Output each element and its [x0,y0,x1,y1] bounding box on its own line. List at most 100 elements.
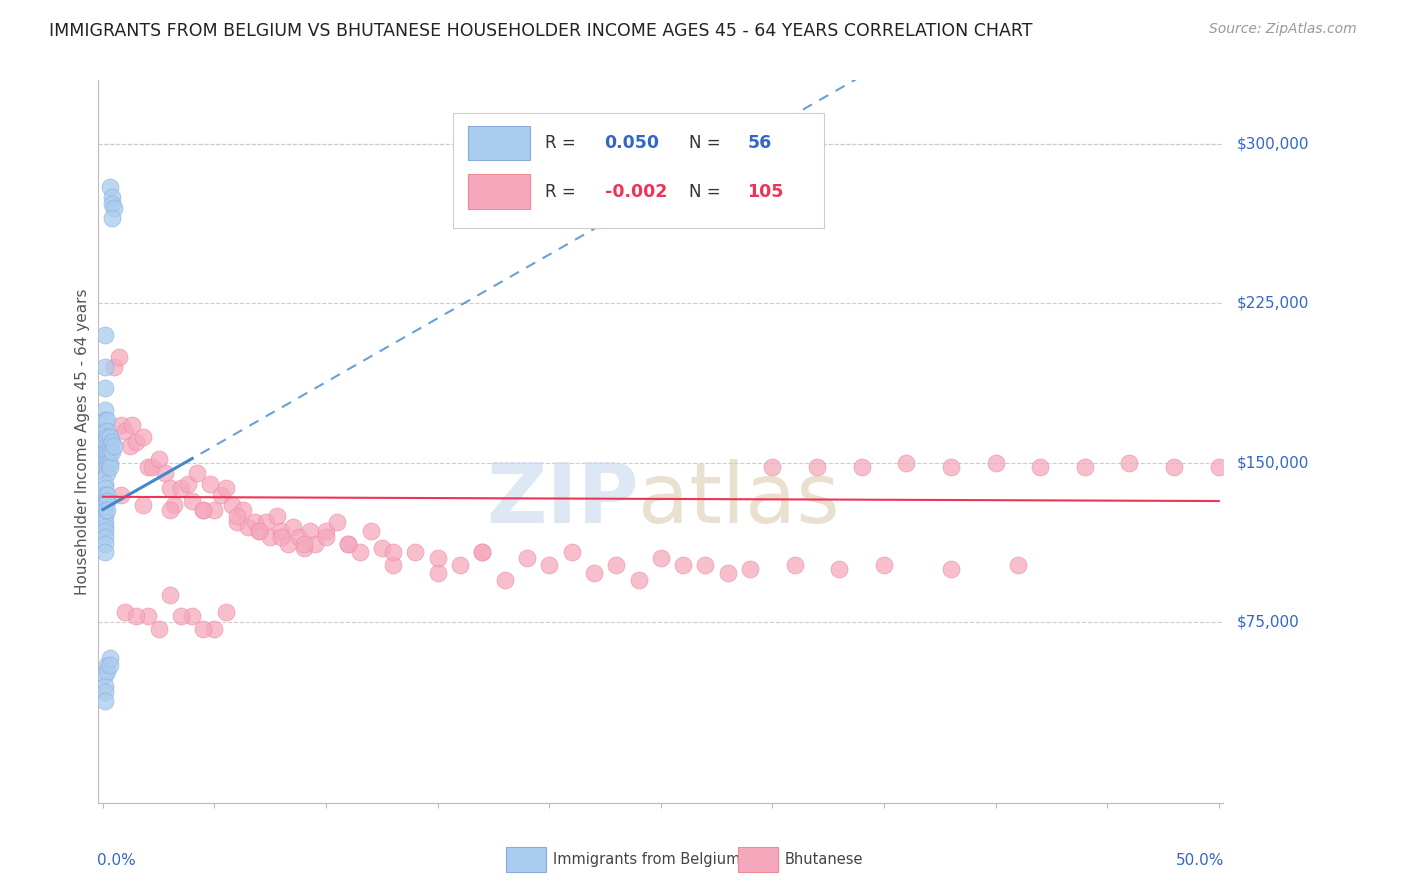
Point [582,566,605,581]
Point [94,456,117,470]
Point [761,460,783,475]
Point [783,558,806,572]
Point [96,488,118,502]
Point [254,516,277,530]
Point [159,502,181,516]
Point [98,657,121,672]
Point [94,524,117,538]
Point [426,551,449,566]
Point [94,679,117,693]
Point [148,451,170,466]
Point [266,508,288,523]
Point [96,439,118,453]
Point [627,573,650,587]
Point [209,488,232,502]
Point [426,566,449,581]
Point [94,413,117,427]
Point [806,460,828,475]
Point [214,481,236,495]
Point [371,541,394,555]
Point [939,562,962,576]
Text: Immigrants from Belgium: Immigrants from Belgium [553,853,740,867]
Point [94,488,117,502]
Text: N =: N = [689,134,720,153]
Point [471,545,494,559]
Point [125,434,148,449]
Point [292,536,315,550]
Text: 56: 56 [748,134,772,153]
Point [98,456,121,470]
Point [225,516,247,530]
Point [315,530,337,544]
Point [494,573,516,587]
Point [738,562,761,576]
Point [1029,460,1052,475]
FancyBboxPatch shape [468,126,530,161]
Point [538,558,561,572]
Point [221,498,243,512]
Text: -0.002: -0.002 [605,183,666,201]
Point [360,524,382,538]
Point [94,481,117,495]
Point [94,508,117,523]
Point [204,502,226,516]
Point [94,694,117,708]
Point [94,516,117,530]
Point [717,566,740,581]
Text: 0.0%: 0.0% [97,854,136,869]
Point [270,524,292,538]
Point [516,551,538,566]
Point [96,456,118,470]
Point [101,211,124,226]
Point [148,622,170,636]
Point [136,608,159,623]
Point [96,494,118,508]
Point [193,502,215,516]
Point [204,622,226,636]
Point [247,524,270,538]
Point [1118,456,1140,470]
Point [98,439,121,453]
Point [101,190,124,204]
Point [96,664,118,678]
Point [101,445,124,459]
Point [288,530,311,544]
Point [449,558,471,572]
Point [181,494,204,508]
Text: IMMIGRANTS FROM BELGIUM VS BHUTANESE HOUSEHOLDER INCOME AGES 45 - 64 YEARS CORRE: IMMIGRANTS FROM BELGIUM VS BHUTANESE HOU… [49,22,1033,40]
Point [561,545,583,559]
Point [110,417,132,432]
Point [270,530,292,544]
Point [382,558,405,572]
Point [103,201,125,215]
Point [94,328,117,343]
Point [118,439,141,453]
Point [94,685,117,699]
Text: 0.050: 0.050 [605,134,659,153]
Text: $75,000: $75,000 [1237,615,1301,630]
Point [94,445,117,459]
Point [1007,558,1029,572]
Text: $150,000: $150,000 [1237,455,1309,470]
Point [471,545,494,559]
Point [193,622,215,636]
Point [186,467,208,481]
Point [170,608,193,623]
Point [236,519,259,533]
Point [96,430,118,444]
Point [96,460,118,475]
Point [94,536,117,550]
Text: atlas: atlas [638,458,839,540]
Point [96,467,118,481]
Point [155,467,177,481]
Point [101,196,124,211]
Point [243,516,266,530]
Point [896,456,918,470]
Point [672,558,695,572]
Text: 105: 105 [748,183,783,201]
Point [96,445,118,459]
Point [315,524,337,538]
Point [114,605,136,619]
Point [94,434,117,449]
Point [110,488,132,502]
